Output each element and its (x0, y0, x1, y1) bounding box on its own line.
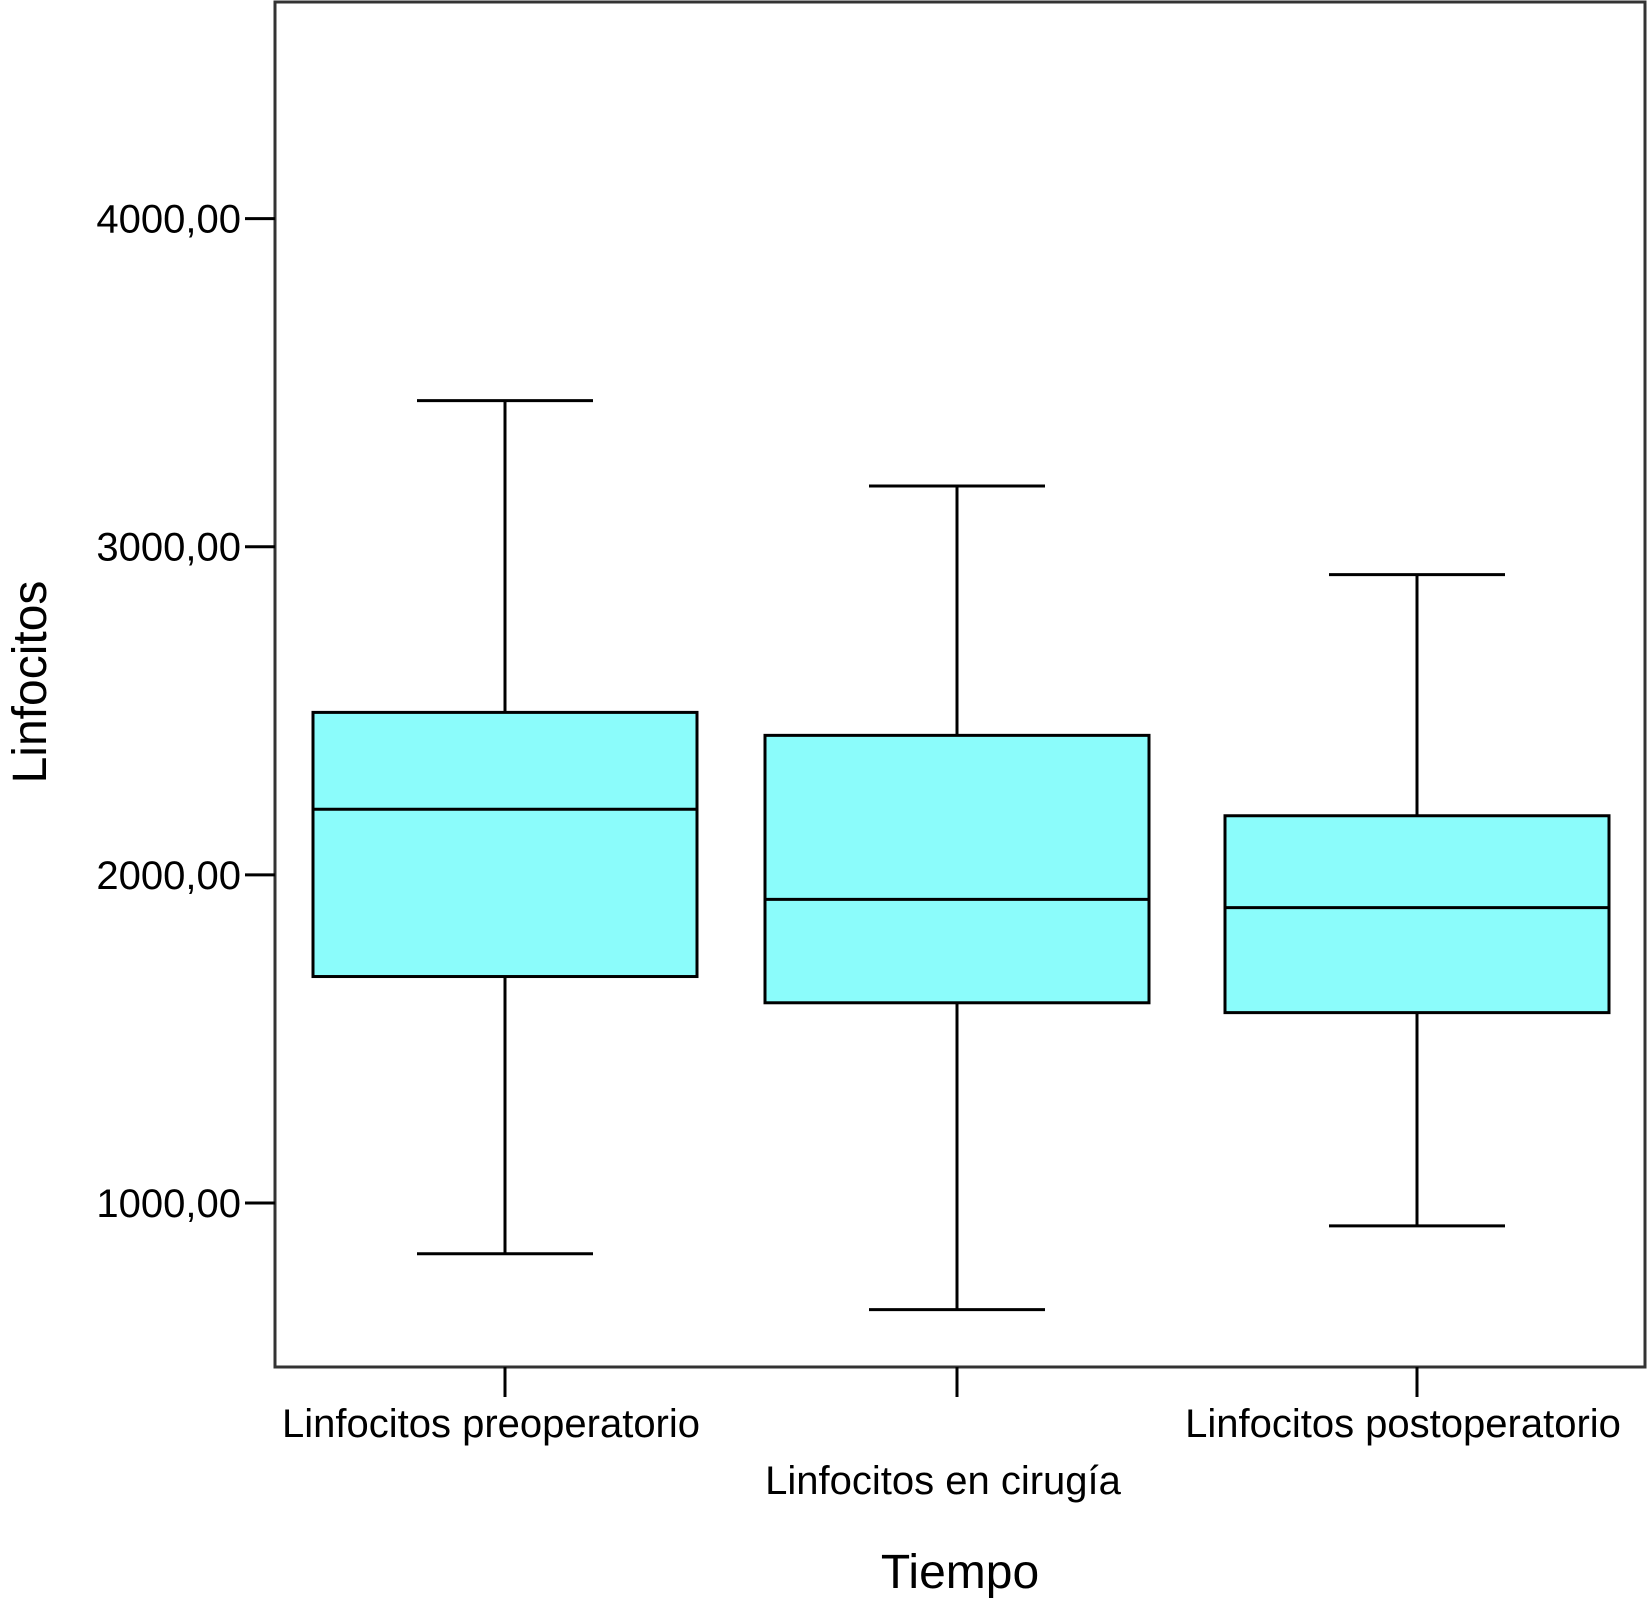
plot-frame (273, 0, 1647, 1369)
box-2 (763, 484, 1151, 1312)
x-category-label: Linfocitos en cirugía (765, 1459, 1122, 1503)
y-tick-label: 1000,00 (96, 1182, 241, 1226)
interquartile-box (1223, 814, 1611, 1015)
y-tick-label: 3000,00 (96, 526, 241, 570)
box-series (311, 399, 1611, 1312)
y-axis-title: Linfocitos (4, 581, 57, 784)
y-tick-label: 4000,00 (96, 198, 241, 242)
x-axis: Linfocitos preoperatorio Linfocitos en ci… (282, 1367, 1621, 1503)
box-3 (1223, 573, 1611, 1228)
x-axis-title: Tiempo (881, 1546, 1039, 1599)
x-category-label: Linfocitos preoperatorio (282, 1402, 700, 1446)
interquartile-box (763, 733, 1151, 1005)
interquartile-box (311, 710, 699, 979)
y-axis: 1000,00 2000,00 3000,00 4000,00 (96, 198, 275, 1226)
box-1 (311, 399, 699, 1256)
y-tick-label: 2000,00 (96, 854, 241, 898)
x-category-label: Linfocitos postoperatorio (1185, 1402, 1621, 1446)
